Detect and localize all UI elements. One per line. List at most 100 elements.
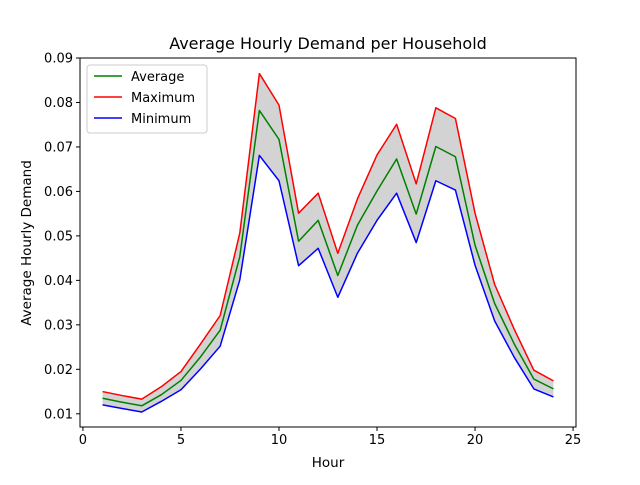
data-point-average: [239, 256, 241, 258]
data-point-maximum: [337, 252, 339, 254]
chart-title: Average Hourly Demand per Household: [169, 34, 487, 53]
data-point-maximum: [356, 198, 358, 200]
data-point-minimum: [317, 247, 319, 249]
data-point-maximum: [493, 283, 495, 285]
data-point-maximum: [219, 314, 221, 316]
data-point-average: [337, 274, 339, 276]
y-axis: 0.01 0.02 0.03 0.04 0.05 0.06 0.07 0.08 0.09: [44, 52, 80, 422]
series-line-maximum: [102, 72, 554, 400]
min-max-band: [102, 73, 554, 413]
data-point-average: [199, 356, 201, 358]
data-point-maximum: [395, 123, 397, 125]
data-point-average: [395, 158, 397, 160]
data-point-average: [454, 156, 456, 158]
y-tick-label: 0.09: [44, 52, 73, 67]
data-point-average: [376, 190, 378, 192]
data-point-minimum: [435, 180, 437, 182]
data-point-minimum: [258, 154, 260, 156]
data-point-minimum: [219, 345, 221, 347]
plot-frame: [79, 57, 577, 428]
y-tick-label: 0.02: [44, 363, 73, 378]
x-tick-label: 5: [177, 433, 185, 448]
x-axis: 0 5 10 15 20 25: [79, 427, 582, 448]
data-point-average: [219, 329, 221, 331]
data-point-maximum: [552, 380, 554, 382]
data-point-maximum: [141, 398, 143, 400]
legend-label-average: Average: [131, 70, 184, 85]
data-point-maximum: [317, 192, 319, 194]
data-point-minimum: [493, 320, 495, 322]
data-point-average: [278, 138, 280, 140]
y-tick-label: 0.07: [44, 140, 73, 155]
data-point-maximum: [278, 104, 280, 106]
data-point-minimum: [180, 389, 182, 391]
y-axis-label: Average Hourly Demand: [19, 160, 35, 326]
data-point-average: [258, 109, 260, 111]
data-point-minimum: [513, 356, 515, 358]
data-point-maximum: [474, 212, 476, 214]
data-point-average: [317, 219, 319, 221]
data-point-minimum: [454, 189, 456, 191]
data-point-average: [493, 302, 495, 304]
data-point-minimum: [337, 296, 339, 298]
data-point-maximum: [180, 370, 182, 372]
data-point-average: [180, 379, 182, 381]
series-line-average: [102, 109, 554, 407]
data-point-average: [121, 401, 123, 403]
data-point-minimum: [278, 180, 280, 182]
data-point-minimum: [376, 219, 378, 221]
data-point-average: [160, 393, 162, 395]
data-point-average: [141, 405, 143, 407]
legend-label-maximum: Maximum: [131, 91, 195, 106]
data-point-maximum: [121, 394, 123, 396]
data-point-minimum: [533, 388, 535, 390]
data-point-maximum: [160, 385, 162, 387]
data-point-minimum: [356, 252, 358, 254]
data-point-maximum: [101, 390, 103, 392]
data-point-maximum: [435, 107, 437, 109]
y-tick-label: 0.06: [44, 185, 73, 200]
x-tick-label: 20: [467, 433, 484, 448]
data-point-average: [415, 213, 417, 215]
data-point-average: [356, 224, 358, 226]
data-point-maximum: [239, 232, 241, 234]
data-point-minimum: [415, 241, 417, 243]
data-point-minimum: [552, 396, 554, 398]
y-tick-label: 0.04: [44, 274, 73, 289]
data-point-minimum: [297, 264, 299, 266]
data-point-maximum: [258, 72, 260, 74]
min-max-band-layer: [102, 73, 554, 413]
data-point-minimum: [160, 400, 162, 402]
x-tick-label: 10: [271, 433, 288, 448]
data-point-minimum: [474, 264, 476, 266]
y-tick-label: 0.01: [44, 407, 73, 422]
y-tick-label: 0.05: [44, 229, 73, 244]
x-tick-label: 15: [369, 433, 386, 448]
y-tick-label: 0.03: [44, 318, 73, 333]
data-point-average: [513, 343, 515, 345]
data-point-minimum: [121, 407, 123, 409]
data-point-average: [552, 388, 554, 390]
legend: Average Maximum Minimum: [86, 64, 208, 134]
data-point-maximum: [533, 369, 535, 371]
data-point-maximum: [297, 212, 299, 214]
data-point-minimum: [199, 368, 201, 370]
data-point-maximum: [513, 328, 515, 330]
data-point-average: [101, 397, 103, 399]
x-tick-label: 25: [565, 433, 582, 448]
legend-box: [86, 64, 208, 134]
series-layer: [101, 72, 554, 413]
data-point-average: [435, 145, 437, 147]
data-point-maximum: [376, 154, 378, 156]
data-point-minimum: [101, 404, 103, 406]
data-point-average: [533, 378, 535, 380]
data-point-average: [474, 244, 476, 246]
y-tick-label: 0.08: [44, 96, 73, 111]
x-axis-label: Hour: [312, 455, 345, 471]
data-point-average: [297, 240, 299, 242]
series-line-minimum: [102, 154, 554, 413]
data-point-maximum: [415, 183, 417, 185]
data-point-minimum: [239, 279, 241, 281]
